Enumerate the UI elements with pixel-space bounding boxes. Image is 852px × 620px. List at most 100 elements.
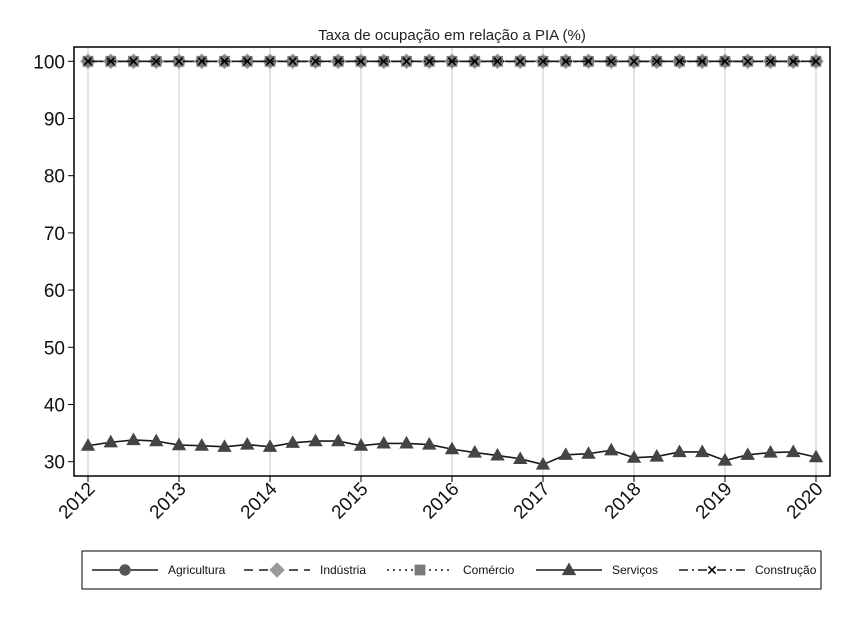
data-point	[422, 437, 437, 450]
data-point	[470, 57, 479, 66]
x-marker-stroke	[652, 57, 661, 66]
x-marker-stroke	[493, 57, 502, 66]
data-point	[152, 57, 161, 66]
series-layer	[80, 53, 824, 470]
data-point	[356, 57, 366, 66]
y-tick-label: 30	[44, 453, 65, 474]
data-point	[80, 438, 96, 451]
data-point	[561, 57, 570, 66]
data-point	[584, 57, 593, 66]
data-point	[83, 57, 93, 66]
x-marker-stroke	[402, 57, 411, 66]
x-tick-label: 2018	[601, 479, 646, 524]
legend-marker	[561, 562, 577, 576]
x-marker-stroke	[561, 57, 570, 66]
data-point	[353, 438, 369, 451]
x-marker-stroke	[789, 57, 798, 66]
x-marker-stroke	[743, 57, 752, 66]
data-point	[535, 457, 551, 470]
data-point	[197, 57, 206, 66]
data-point	[811, 57, 821, 66]
data-point	[698, 57, 707, 66]
legend-label: Serviços	[612, 563, 658, 577]
legend-marker	[707, 565, 717, 575]
x-tick-label: 2019	[692, 479, 737, 524]
data-point	[240, 437, 255, 450]
x-marker-stroke	[243, 57, 252, 66]
data-point	[649, 449, 664, 462]
x-marker-stroke	[811, 57, 821, 66]
data-point	[149, 433, 164, 447]
data-point	[789, 57, 798, 66]
x-axis: 2012 2013 2014 2015 2016 2017 2018 2019 2020	[55, 476, 828, 523]
legend-label: Indústria	[320, 563, 366, 577]
y-tick-label: 70	[44, 224, 65, 245]
data-point	[538, 57, 548, 66]
data-point	[513, 451, 528, 464]
x-marker-stroke	[152, 57, 161, 66]
x-marker-stroke	[675, 57, 684, 66]
x-marker-stroke	[379, 57, 388, 66]
data-point	[265, 57, 275, 66]
data-point	[217, 439, 232, 452]
x-marker-stroke	[220, 57, 229, 66]
x-tick-label: 2020	[783, 479, 828, 524]
y-tick-label: 60	[44, 281, 65, 302]
x-marker-stroke	[311, 57, 320, 66]
data-point	[493, 57, 502, 66]
data-point	[808, 449, 824, 463]
x-marker-stroke	[766, 57, 775, 66]
data-point	[288, 57, 297, 66]
series-construção	[83, 57, 821, 66]
x-marker-stroke	[106, 57, 115, 66]
data-point	[243, 57, 252, 66]
x-tick-label: 2012	[55, 479, 100, 524]
x-tick-label: 2015	[328, 479, 373, 524]
data-point	[558, 447, 573, 460]
data-point	[604, 442, 619, 456]
data-point	[490, 447, 505, 461]
data-point	[672, 444, 687, 458]
x-marker-stroke	[334, 57, 343, 66]
data-point	[629, 57, 639, 66]
x-tick-label: 2016	[419, 479, 464, 524]
data-point	[720, 57, 730, 66]
data-point	[467, 445, 482, 458]
data-point	[763, 445, 778, 458]
data-point	[262, 439, 278, 452]
x-marker-stroke	[698, 57, 707, 66]
data-point	[607, 57, 616, 66]
x-marker-stroke	[629, 57, 639, 66]
data-point	[379, 57, 388, 66]
x-marker-stroke	[447, 57, 457, 66]
x-marker-stroke	[707, 565, 717, 575]
x-marker-stroke	[425, 57, 434, 66]
legend: Agricultura Indústria Comércio Serviços Cons…	[81, 550, 822, 590]
y-tick-label: 40	[44, 396, 65, 417]
data-point	[743, 57, 752, 66]
data-point	[402, 57, 411, 66]
data-point	[786, 444, 801, 458]
series-serviços	[80, 432, 824, 470]
data-point	[331, 433, 346, 447]
x-marker-stroke	[584, 57, 593, 66]
legend-marker	[269, 562, 285, 578]
data-point	[194, 438, 209, 451]
data-point	[695, 444, 710, 458]
legend-marker	[414, 564, 426, 576]
data-point	[717, 453, 733, 466]
x-marker-stroke	[470, 57, 479, 66]
data-point	[399, 435, 414, 449]
x-tick-label: 2014	[237, 478, 282, 523]
data-point	[311, 57, 320, 66]
data-point	[652, 57, 661, 66]
data-point	[103, 434, 118, 448]
data-point	[334, 57, 343, 66]
y-tick-label: 80	[44, 167, 65, 188]
x-marker-stroke	[83, 57, 93, 66]
data-point	[376, 435, 391, 449]
data-point	[308, 433, 323, 447]
x-marker-stroke	[607, 57, 616, 66]
x-marker-stroke	[288, 57, 297, 66]
